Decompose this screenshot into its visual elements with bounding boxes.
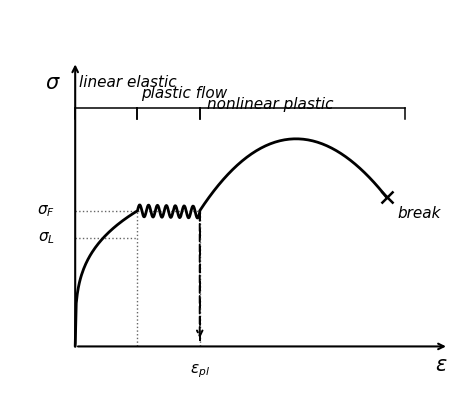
Text: plastic flow: plastic flow xyxy=(141,86,228,101)
Text: nonlinear plastic: nonlinear plastic xyxy=(207,97,334,112)
Text: $\varepsilon$: $\varepsilon$ xyxy=(435,356,448,376)
Text: break: break xyxy=(398,206,441,221)
Text: $\sigma_L$: $\sigma_L$ xyxy=(38,230,55,246)
Text: $\varepsilon_{pl}$: $\varepsilon_{pl}$ xyxy=(190,362,210,380)
Text: $\sigma$: $\sigma$ xyxy=(46,73,61,93)
Text: linear elastic: linear elastic xyxy=(79,75,176,90)
Text: $\sigma_F$: $\sigma_F$ xyxy=(37,203,55,219)
